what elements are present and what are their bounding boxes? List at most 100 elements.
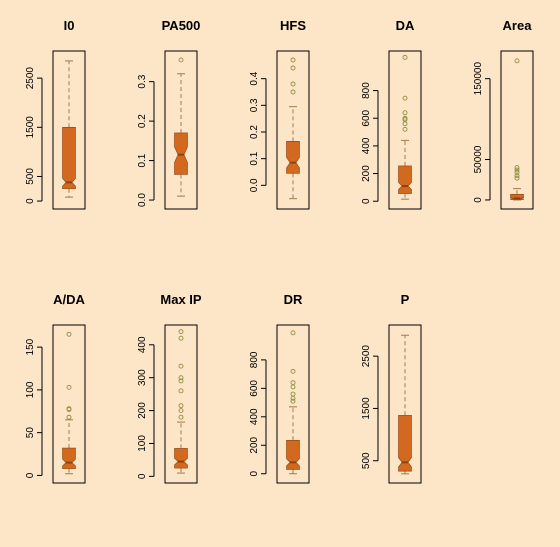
panel-title: Area (503, 18, 533, 33)
y-tick-label: 0.0 (137, 193, 148, 207)
panel-title: HFS (280, 18, 306, 33)
notched-box (510, 193, 524, 200)
y-tick-label: 0 (25, 472, 36, 478)
outlier-point (402, 95, 408, 101)
plot-frame (276, 50, 310, 210)
outlier-point (290, 391, 296, 397)
outlier-point (178, 388, 184, 394)
boxplot-panel-9: P 500 1500 2500 (361, 292, 422, 484)
y-tick-label: 100 (25, 381, 36, 398)
boxplot-panel-3: HFS 0.0 0.1 0.2 0.3 0.4 (249, 18, 310, 210)
y-tick-label: 400 (137, 336, 148, 353)
y-tick-label: 2500 (361, 345, 372, 368)
y-tick-label: 600 (249, 380, 260, 397)
outlier-point (290, 57, 296, 63)
boxplot-panel-7: Max IP 0 100 200 300 400 (137, 292, 202, 484)
panel-title: P (401, 292, 410, 307)
notched-box (286, 439, 300, 470)
outlier-point (290, 384, 296, 390)
y-tick-label: 0.3 (249, 98, 260, 112)
y-tick-label: 0 (249, 471, 260, 477)
y-tick-label: 1500 (361, 397, 372, 420)
boxplot-panel-5: Area 0 50000 150000 (473, 18, 534, 210)
outlier-point (514, 167, 520, 173)
outlier-point (178, 375, 184, 381)
outlier-point (402, 126, 408, 132)
boxplot-panel-2: PA500 0.0 0.1 0.2 0.3 (137, 18, 201, 210)
y-tick-label: 0 (137, 473, 148, 479)
outlier-point (66, 406, 72, 412)
y-tick-label: 100 (137, 435, 148, 452)
y-tick-label: 600 (361, 109, 372, 126)
outlier-point (178, 335, 184, 341)
boxplot-panel-1: I0 0 500 1500 2500 (25, 18, 86, 210)
plot-frame (388, 50, 422, 210)
outlier-point (178, 363, 184, 369)
y-tick-label: 0 (361, 198, 372, 204)
y-tick-label: 800 (361, 82, 372, 99)
boxplot-panel-4: DA 0 200 400 600 800 (361, 18, 422, 210)
outlier-point (178, 329, 184, 335)
y-tick-label: 500 (25, 168, 36, 185)
y-tick-label: 0.0 (249, 178, 260, 192)
plot-frame (276, 324, 310, 484)
notched-box (286, 141, 300, 174)
panel-title: I0 (64, 18, 75, 33)
notched-box (398, 414, 412, 472)
panel-title: Max IP (160, 292, 202, 307)
outlier-point (178, 403, 184, 409)
y-tick-label: 1500 (25, 116, 36, 139)
y-tick-label: 0.1 (249, 151, 260, 165)
outlier-point (402, 121, 408, 127)
outlier-point (178, 57, 184, 63)
y-tick-label: 400 (249, 408, 260, 425)
y-tick-label: 200 (361, 165, 372, 182)
y-tick-label: 0.1 (137, 153, 148, 167)
outlier-point (178, 414, 184, 420)
notched-box (62, 126, 76, 190)
outlier-point (66, 384, 72, 390)
plot-frame (52, 50, 86, 210)
outlier-point (290, 89, 296, 95)
y-tick-label: 2500 (25, 67, 36, 90)
outlier-point (290, 330, 296, 336)
y-tick-label: 500 (361, 452, 372, 469)
y-tick-label: 0 (473, 197, 484, 203)
y-tick-label: 400 (361, 137, 372, 154)
outlier-point (66, 414, 72, 420)
y-tick-label: 150 (25, 338, 36, 355)
plot-frame (52, 324, 86, 484)
outlier-point (178, 408, 184, 414)
outlier-point (402, 54, 408, 60)
y-tick-label: 50 (25, 427, 36, 439)
boxplot-panel-8: DR 0 200 400 600 800 (249, 292, 310, 484)
y-tick-label: 0.2 (137, 114, 148, 128)
outlier-point (290, 368, 296, 374)
panel-title: DA (396, 18, 415, 33)
y-tick-label: 0.3 (137, 74, 148, 88)
y-tick-label: 50000 (473, 145, 484, 173)
panel-title: A/DA (53, 292, 85, 307)
outlier-point (514, 173, 520, 179)
boxplot-panel-6: A/DA 0 50 100 150 (25, 292, 86, 484)
y-tick-label: 150000 (473, 62, 484, 96)
y-tick-label: 0 (25, 198, 36, 204)
plot-frame (388, 324, 422, 484)
panel-title: PA500 (162, 18, 201, 33)
outlier-point (514, 165, 520, 171)
y-tick-label: 300 (137, 369, 148, 386)
y-tick-label: 200 (137, 402, 148, 419)
notched-box (398, 165, 412, 194)
outlier-point (514, 58, 520, 64)
outlier-point (514, 175, 520, 181)
plot-frame (164, 324, 198, 484)
outlier-point (290, 81, 296, 87)
outlier-point (514, 170, 520, 175)
y-tick-label: 200 (249, 436, 260, 453)
outlier-point (290, 395, 296, 401)
outlier-point (290, 65, 296, 71)
outlier-point (402, 115, 408, 121)
plot-frame (500, 50, 534, 210)
outlier-point (290, 398, 296, 404)
notched-box (62, 447, 76, 469)
